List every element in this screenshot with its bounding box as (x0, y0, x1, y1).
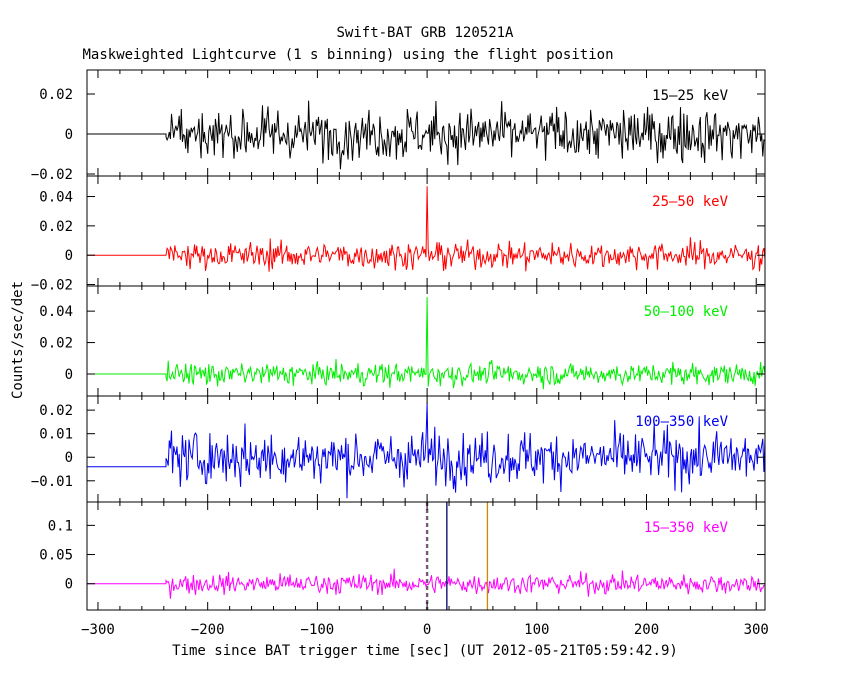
y-tick-label: 0 (65, 577, 73, 593)
panel-frame-4 (86, 501, 766, 611)
x-tick-labels: −300 −200 −100 0 100 200 300 (81, 622, 769, 638)
y-tick-label: 0.01 (39, 427, 73, 443)
y-tick-label: 0 (65, 367, 73, 383)
y-tick-label: 0 (65, 248, 73, 264)
panel-3: −0.01 0 0.01 0.02 100–350 keV (31, 395, 766, 503)
band-label-1: 25–50 keV (652, 194, 728, 210)
y-tick-label: −0.02 (31, 278, 73, 294)
band-label-0: 15–25 keV (652, 88, 728, 104)
y-tick-label: 0.04 (39, 304, 73, 320)
lightcurve-series-2 (87, 296, 766, 390)
y-tick-label: −0.02 (31, 167, 73, 183)
lightcurve-series-0 (87, 100, 766, 170)
chart-title: Swift-BAT GRB 120521A (336, 25, 514, 41)
lightcurve-series-1 (87, 186, 766, 272)
panels-group: −0.02 0 0.02 15–25 keV −0.02 0 0.02 0.04 25–50 k… (31, 69, 766, 611)
y-tick-label: 0.02 (39, 403, 73, 419)
y-tick-label: 0.02 (39, 336, 73, 352)
y-tick-label: 0.02 (39, 219, 73, 235)
y-tick-label: 0 (65, 127, 73, 143)
band-label-4: 15–350 keV (644, 520, 729, 536)
lightcurve-series-3 (87, 403, 766, 499)
chart-subtitle: Maskweighted Lightcurve (1 s binning) us… (82, 47, 613, 63)
x-tick-label: 300 (744, 622, 769, 638)
panel-2: 0 0.02 0.04 50–100 keV (39, 285, 766, 397)
x-axis-label: Time since BAT trigger time [sec] (UT 20… (172, 643, 678, 659)
panel-4: 0 0.05 0.1 15–350 keV (39, 501, 766, 611)
panel-frame-0 (86, 69, 766, 177)
x-tick-label: −100 (301, 622, 335, 638)
x-tick-label: 0 (423, 622, 431, 638)
y-tick-label: 0.05 (39, 548, 73, 564)
x-tick-label: 200 (634, 622, 659, 638)
band-label-3: 100–350 keV (635, 414, 728, 430)
y-tick-label: 0.1 (48, 518, 73, 534)
panel-0: −0.02 0 0.02 15–25 keV (31, 69, 766, 183)
y-tick-label: −0.01 (31, 474, 73, 490)
y-tick-label: 0.04 (39, 190, 73, 206)
x-tick-label: −200 (191, 622, 225, 638)
y-axis-label: Counts/sec/det (10, 281, 26, 399)
y-tick-label: 0 (65, 450, 73, 466)
x-tick-label: −300 (81, 622, 115, 638)
panel-1: −0.02 0 0.02 0.04 25–50 keV (31, 175, 766, 294)
x-tick-label: 100 (524, 622, 549, 638)
band-label-2: 50–100 keV (644, 304, 729, 320)
y-tick-label: 0.02 (39, 87, 73, 103)
lightcurve-series-4 (87, 568, 766, 599)
